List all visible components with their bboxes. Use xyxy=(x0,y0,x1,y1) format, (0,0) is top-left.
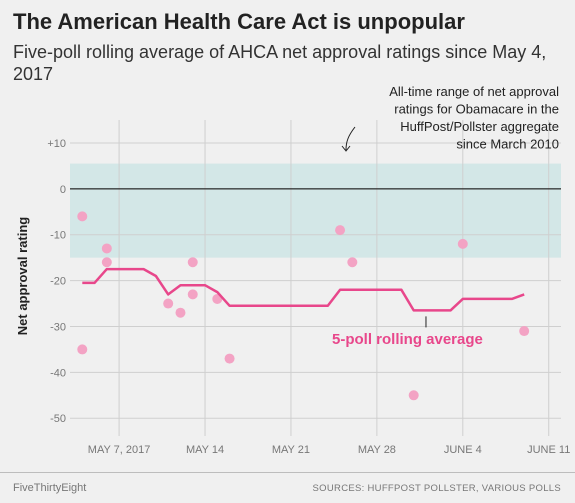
annotation-arrow xyxy=(341,126,356,152)
grid-lines xyxy=(70,120,561,436)
x-tick-label: MAY 7, 2017 xyxy=(88,444,151,456)
x-tick-label: JUNE 4 xyxy=(444,444,482,456)
x-tick-label: MAY 28 xyxy=(358,444,396,456)
footer: FiveThirtyEight SOURCES: HUFFPOST POLLST… xyxy=(0,472,575,503)
poll-dot xyxy=(408,390,419,401)
y-tick-label: -50 xyxy=(50,413,66,425)
y-axis-ticks: +10 0 -10 -20 -30 -40 -50 xyxy=(47,138,66,425)
y-tick-label: 0 xyxy=(60,184,66,196)
poll-dot xyxy=(335,225,346,236)
poll-dot xyxy=(77,211,88,222)
poll-dot xyxy=(101,257,112,268)
rolling-average-line xyxy=(82,267,525,312)
poll-dot xyxy=(77,344,88,355)
poll-dot xyxy=(163,298,174,309)
poll-dots xyxy=(77,211,530,401)
x-tick-label: MAY 14 xyxy=(186,444,224,456)
annotation-line: HuffPost/Pollster aggregate xyxy=(400,119,559,134)
chart-title: The American Health Care Act is unpopula… xyxy=(13,9,465,34)
y-tick-label: -30 xyxy=(50,321,66,333)
chart-subtitle: Five-poll rolling average of AHCA net ap… xyxy=(13,42,547,84)
poll-dot xyxy=(187,289,198,300)
credit: FiveThirtyEight xyxy=(13,482,87,494)
poll-dot xyxy=(224,353,235,364)
poll-dot xyxy=(187,257,198,268)
poll-dot xyxy=(519,326,530,337)
rolling-average-label: 5-poll rolling average xyxy=(332,331,483,348)
poll-dot xyxy=(457,238,468,249)
band-annotation: All-time range of net approval ratings fo… xyxy=(389,84,559,152)
annotation-line: ratings for Obamacare in the xyxy=(394,102,559,117)
poll-dot xyxy=(175,307,186,318)
y-tick-label: -20 xyxy=(50,276,66,288)
x-tick-label: JUNE 11 xyxy=(527,444,570,456)
y-tick-label: +10 xyxy=(47,138,66,150)
net-approval-chart: +100-10-20-30-40-50 MAY 7, 2017 MAY 14 MAY… xyxy=(15,84,571,456)
poll-dot xyxy=(347,257,358,268)
x-tick-label: MAY 21 xyxy=(272,444,310,456)
annotation-line: All-time range of net approval xyxy=(389,84,559,99)
y-tick-label: -40 xyxy=(50,367,66,379)
sources: SOURCES: HUFFPOST POLLSTER, VARIOUS POLL… xyxy=(312,483,561,494)
annotation-line: since March 2010 xyxy=(456,137,559,152)
x-axis-ticks: MAY 7, 2017 MAY 14 MAY 21 MAY 28 JUNE 4 JUNE … xyxy=(88,444,571,456)
obamacare-range-band xyxy=(70,163,561,258)
y-tick-label: -10 xyxy=(50,230,66,242)
y-axis-label: Net approval rating xyxy=(15,217,30,336)
poll-dot xyxy=(101,243,112,254)
